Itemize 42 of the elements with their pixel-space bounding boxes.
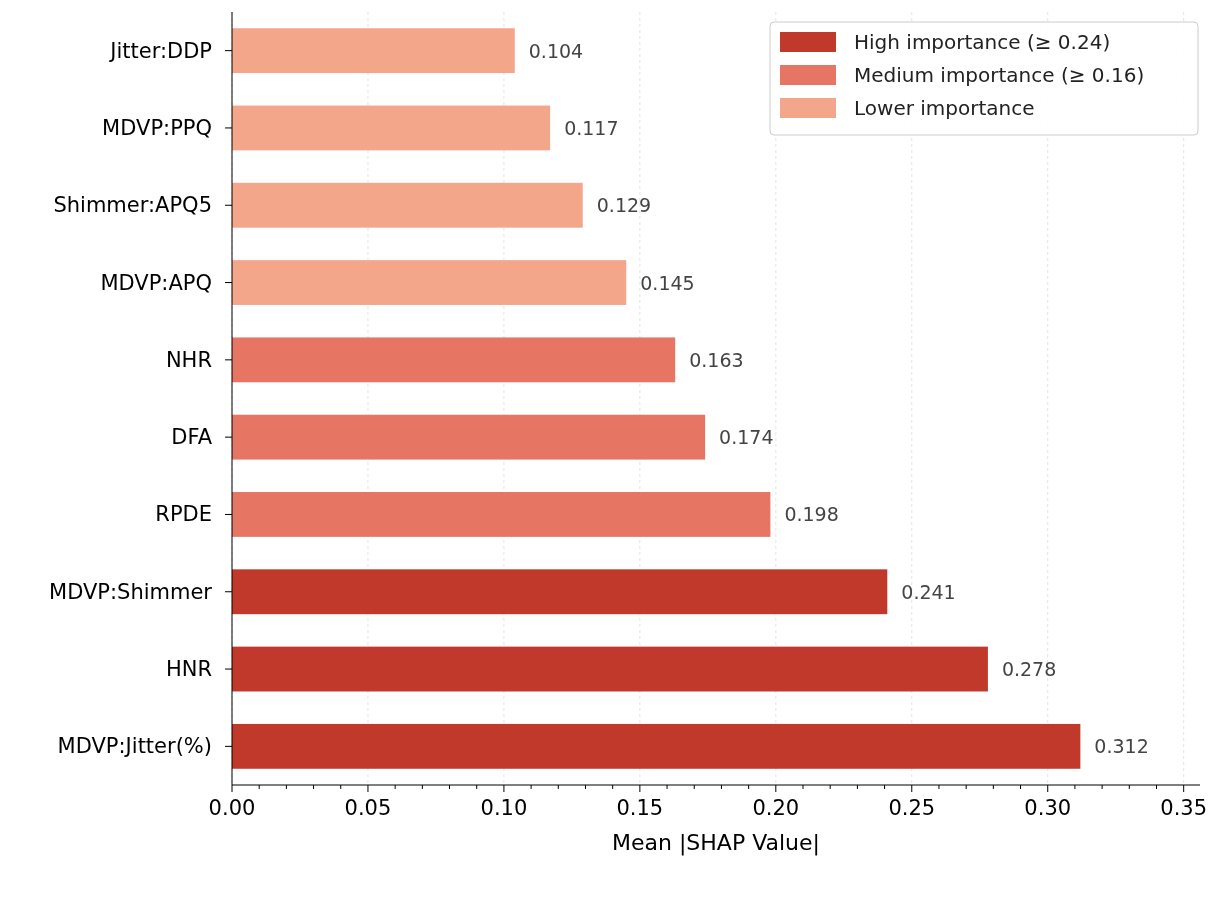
- data-label: 0.104: [528, 39, 584, 62]
- data-label: 0.163: [689, 348, 744, 371]
- bar: [232, 260, 627, 305]
- x-axis-title: Mean |SHAP Value|: [612, 830, 820, 856]
- bar: [232, 182, 583, 228]
- bar: [232, 337, 676, 383]
- y-tick-label: Shimmer:APQ5: [53, 193, 212, 218]
- bar: [232, 646, 988, 692]
- data-label: 0.129: [596, 194, 652, 217]
- y-tick-label: MDVP:APQ: [100, 270, 212, 295]
- bar: [232, 723, 1081, 769]
- bar: [232, 569, 888, 615]
- y-tick-label: MDVP:Jitter(%): [57, 734, 212, 759]
- y-tick-label: NHR: [165, 347, 212, 372]
- data-label: 0.278: [1001, 658, 1057, 681]
- legend-label: Lower importance: [854, 96, 1035, 120]
- y-tick-label: HNR: [165, 657, 212, 682]
- x-tick-label: 0.05: [344, 796, 392, 820]
- y-tick-label: RPDE: [155, 502, 212, 527]
- bar: [232, 414, 706, 460]
- data-label: 0.174: [719, 426, 774, 449]
- data-label: 0.312: [1094, 735, 1149, 758]
- legend-label: Medium importance (≥ 0.16): [854, 63, 1145, 87]
- x-tick-label: 0.15: [616, 796, 664, 820]
- bar: [232, 28, 515, 74]
- legend-label: High importance (≥ 0.24): [854, 30, 1111, 54]
- x-tick-label: 0.35: [1160, 796, 1208, 820]
- y-tick-label: Jitter:DDP: [108, 38, 212, 63]
- bar: [232, 105, 551, 151]
- bar: [232, 492, 771, 537]
- data-label: 0.241: [901, 580, 956, 603]
- data-label: 0.117: [564, 116, 619, 139]
- x-tick-label: 0.30: [1024, 796, 1072, 820]
- y-tick-label: MDVP:PPQ: [102, 115, 212, 140]
- x-tick-label: 0.25: [888, 796, 936, 820]
- data-label: 0.198: [784, 503, 839, 526]
- y-tick-label: MDVP:Shimmer: [49, 579, 213, 604]
- x-tick-label: 0.10: [480, 796, 528, 820]
- data-label: 0.145: [640, 271, 695, 294]
- x-tick-label: 0.20: [752, 796, 800, 820]
- y-tick-label: DFA: [171, 425, 213, 450]
- x-tick-label: 0.00: [208, 796, 256, 820]
